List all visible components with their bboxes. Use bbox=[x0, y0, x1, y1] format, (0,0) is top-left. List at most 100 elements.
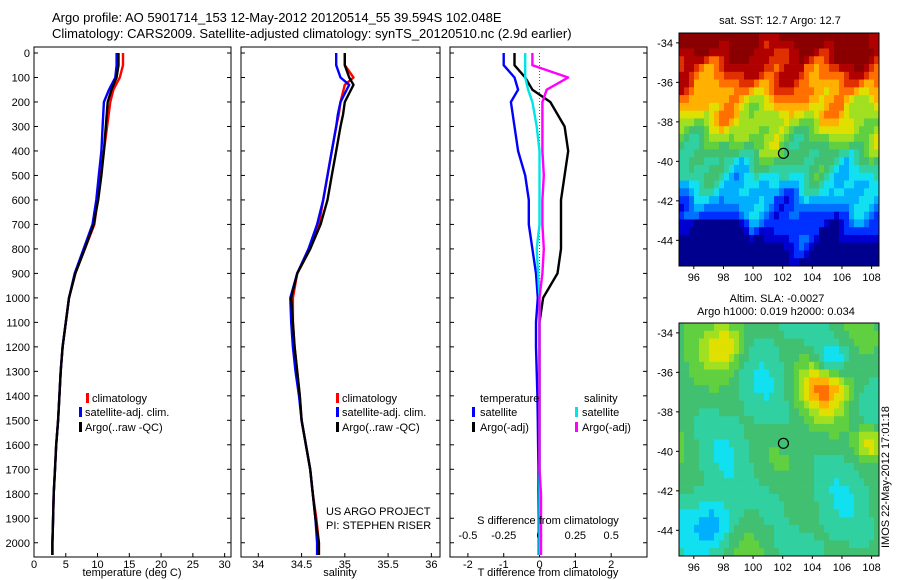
map-cell bbox=[779, 157, 785, 166]
map-cell bbox=[764, 369, 770, 378]
map-cell bbox=[789, 141, 795, 150]
map-cell bbox=[679, 196, 685, 205]
map-cell bbox=[809, 540, 815, 549]
map-cell bbox=[714, 118, 720, 127]
map-cell bbox=[759, 524, 765, 533]
map-cell bbox=[694, 102, 700, 111]
legend-swatch-t-satellite bbox=[472, 407, 475, 417]
map-cell bbox=[759, 64, 765, 73]
map-cell bbox=[869, 493, 875, 502]
map-cell bbox=[744, 501, 750, 510]
map-cell bbox=[814, 133, 820, 143]
map-cell bbox=[809, 532, 815, 541]
map-cell bbox=[874, 548, 880, 557]
map-cell bbox=[724, 338, 730, 347]
map-cell bbox=[854, 118, 860, 127]
map-cell bbox=[689, 258, 695, 267]
map-cell bbox=[834, 509, 840, 518]
legend-swatch-s-satellite bbox=[575, 407, 578, 417]
y-tick-label: 300 bbox=[12, 121, 30, 133]
map-cell bbox=[709, 431, 715, 440]
map-cell bbox=[719, 439, 725, 448]
y-tick-label: 1100 bbox=[6, 317, 30, 329]
map-cell bbox=[854, 330, 860, 339]
map-cell bbox=[784, 501, 790, 510]
map-cell bbox=[709, 188, 715, 197]
map-cell bbox=[769, 242, 775, 251]
map-cell bbox=[859, 455, 865, 464]
map-cell bbox=[684, 532, 690, 541]
map-cell bbox=[834, 126, 840, 135]
map-cell bbox=[719, 149, 725, 158]
map-cell bbox=[729, 478, 735, 487]
map-cell bbox=[784, 431, 790, 440]
map-cell bbox=[689, 234, 695, 243]
map-cell bbox=[719, 416, 725, 425]
map-cell bbox=[744, 524, 750, 533]
map-cell bbox=[699, 258, 705, 267]
map-cell bbox=[759, 180, 765, 189]
map-cell bbox=[834, 258, 840, 267]
map-cell bbox=[854, 102, 860, 111]
map-cell bbox=[714, 227, 720, 236]
map-cell bbox=[754, 196, 760, 205]
map-cell bbox=[874, 540, 880, 549]
map-cell bbox=[699, 133, 705, 143]
map-cell bbox=[714, 126, 720, 135]
map-cell bbox=[874, 165, 880, 174]
map-cell bbox=[749, 369, 755, 378]
map-cell bbox=[874, 400, 880, 409]
map-cell bbox=[789, 165, 795, 174]
map-cell bbox=[864, 323, 870, 332]
map-cell bbox=[824, 79, 830, 88]
map-cell bbox=[739, 423, 745, 433]
map-cell bbox=[759, 258, 765, 267]
map-cell bbox=[729, 392, 735, 401]
map-cell bbox=[864, 87, 870, 96]
map-cell bbox=[734, 95, 740, 104]
map-cell bbox=[784, 548, 790, 557]
map-cell bbox=[714, 242, 720, 251]
map-cell bbox=[869, 242, 875, 251]
map-cell bbox=[734, 79, 740, 88]
map-cell bbox=[724, 48, 730, 57]
map-cell bbox=[859, 48, 865, 57]
map-cell bbox=[784, 493, 790, 502]
map-cell bbox=[829, 165, 835, 174]
legend-swatch-satellite bbox=[336, 407, 339, 417]
map-cell bbox=[784, 408, 790, 417]
map-cell bbox=[689, 455, 695, 464]
map-cell bbox=[724, 227, 730, 236]
map-cell bbox=[774, 250, 780, 259]
map-cell bbox=[694, 354, 700, 363]
map-cell bbox=[759, 203, 765, 212]
map-cell bbox=[794, 188, 800, 197]
map-cell bbox=[804, 524, 810, 533]
map-cell bbox=[764, 323, 770, 332]
map-cell bbox=[844, 188, 850, 197]
map-cell bbox=[739, 540, 745, 549]
map-cell bbox=[824, 211, 830, 220]
map-cell bbox=[844, 40, 850, 49]
map-cell bbox=[694, 165, 700, 174]
map-cell bbox=[839, 323, 845, 332]
map-cell bbox=[819, 392, 825, 401]
map-cell bbox=[734, 56, 740, 65]
map-cell bbox=[684, 250, 690, 259]
map-cell bbox=[709, 33, 715, 42]
map-cell bbox=[679, 486, 685, 495]
map-cell bbox=[834, 400, 840, 409]
map-cell bbox=[814, 242, 820, 251]
map-cell bbox=[769, 172, 775, 181]
map-cell bbox=[859, 323, 865, 332]
map-cell bbox=[819, 439, 825, 448]
map-cell bbox=[679, 258, 685, 267]
map-cell bbox=[694, 400, 700, 409]
map-cell bbox=[789, 548, 795, 557]
map-cell bbox=[699, 338, 705, 347]
map-cell bbox=[784, 524, 790, 533]
map-cell bbox=[829, 423, 835, 433]
map-cell bbox=[844, 149, 850, 158]
map-cell bbox=[754, 462, 760, 471]
map-cell bbox=[789, 110, 795, 119]
